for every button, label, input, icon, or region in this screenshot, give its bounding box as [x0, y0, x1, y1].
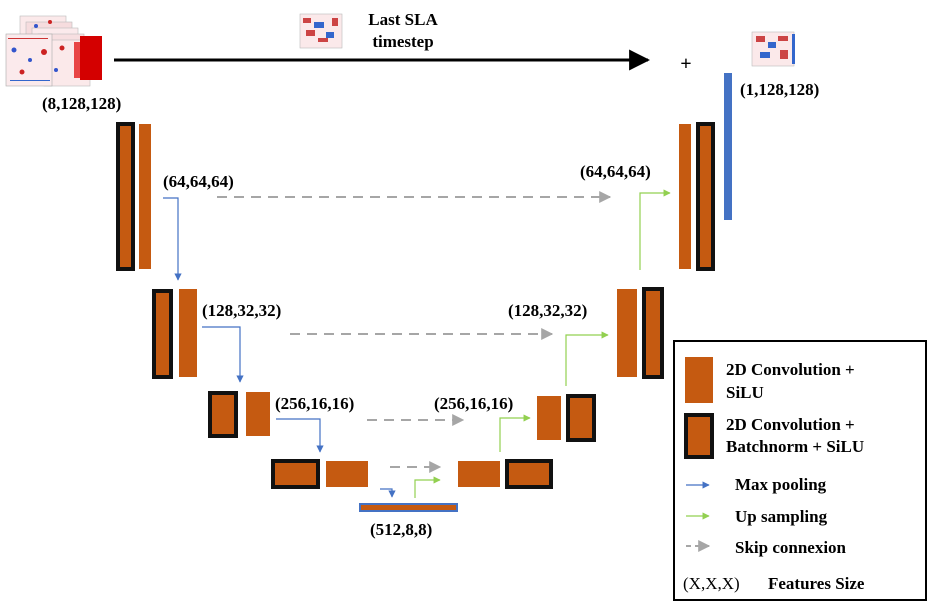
dec3-size-label: (256,16,16) [434, 394, 513, 413]
enc3-size-label: (256,16,16) [275, 394, 354, 413]
enc3-conv-bn-block [208, 391, 238, 438]
legend-conv-swatch [685, 357, 713, 403]
enc1-size-label: (64,64,64) [163, 172, 234, 191]
bottleneck-size-label: (512,8,8) [370, 520, 432, 539]
input-size-label: (8,128,128) [42, 94, 121, 113]
bottleneck-block [359, 503, 458, 512]
output-sla-map [751, 31, 795, 67]
upsample-arrow-4 [639, 189, 671, 270]
dec2-size-label: (128,32,32) [508, 301, 587, 320]
dec3-conv-bn-block [566, 394, 596, 442]
output-size-label: (1,128,128) [740, 80, 819, 99]
dec2-conv-bn-block [642, 287, 664, 379]
last-sla-title-line1: Last SLA [368, 10, 438, 29]
legend-skip-label: Skip connexion [735, 538, 847, 557]
legend-convbn-swatch [684, 413, 714, 459]
last-sla-map [299, 13, 343, 49]
legend-conv-label-line2: SiLU [726, 383, 764, 402]
dec1-conv-bn-block [696, 122, 715, 271]
legend-box [673, 340, 927, 601]
enc2-conv-bn-block [152, 289, 173, 379]
output-layer-bar [724, 73, 732, 220]
legend-convbn-label-line1: 2D Convolution + [726, 415, 855, 434]
legend-features-symbol: (X,X,X) [683, 574, 740, 593]
maxpool-arrow-4 [380, 488, 396, 498]
dec3-conv-block [537, 396, 561, 440]
dec4-conv-bn-block [505, 459, 553, 489]
upsample-arrow-1 [414, 476, 441, 498]
dec2-conv-block [617, 289, 637, 377]
legend-conv-label-line1: 2D Convolution + [726, 360, 855, 379]
plus-sign: + [680, 53, 691, 75]
upsample-arrow-2 [499, 414, 531, 452]
maxpool-arrow-3 [276, 418, 324, 453]
maxpool-arrow-1 [163, 197, 182, 281]
dec1-size-label: (64,64,64) [580, 162, 651, 181]
legend-maxpool-label: Max pooling [735, 475, 827, 494]
legend-features-label: Features Size [768, 574, 865, 593]
enc1-conv-block [139, 124, 151, 269]
legend-convbn-label-line2: Batchnorm + SiLU [726, 437, 864, 456]
last-sla-title-line2: timestep [372, 32, 433, 51]
enc4-conv-block [326, 461, 368, 487]
enc2-size-label: (128,32,32) [202, 301, 281, 320]
dec4-conv-block [458, 461, 500, 487]
upsample-arrow-3 [565, 331, 609, 386]
enc2-conv-block [179, 289, 197, 377]
enc3-conv-block [246, 392, 270, 436]
enc1-conv-bn-block [116, 122, 135, 271]
legend: 2D Convolution + SiLU 2D Convolution + B… [673, 340, 927, 601]
input-sla-maps [5, 15, 102, 87]
maxpool-arrow-2 [202, 326, 244, 383]
legend-upsample-label: Up sampling [735, 507, 828, 526]
enc4-conv-bn-block [271, 459, 320, 489]
dec1-conv-block [679, 124, 691, 269]
